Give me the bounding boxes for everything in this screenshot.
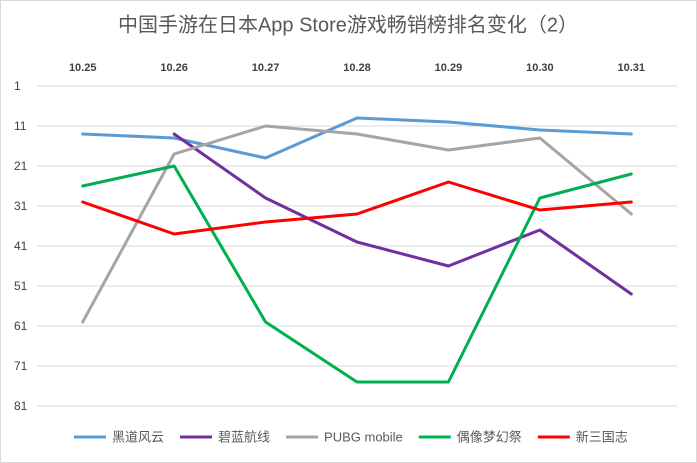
y-tick-label: 11 bbox=[14, 119, 27, 133]
x-tick-label: 10.25 bbox=[69, 62, 97, 74]
series-line bbox=[81, 124, 633, 324]
y-tick-label: 31 bbox=[14, 199, 28, 213]
series-line bbox=[172, 132, 633, 296]
series-line bbox=[81, 116, 633, 160]
x-tick-label: 10.27 bbox=[252, 62, 280, 74]
y-tick-label: 21 bbox=[14, 159, 28, 173]
y-tick-label: 71 bbox=[14, 359, 28, 373]
y-tick-label: 51 bbox=[14, 279, 28, 293]
y-tick-label: 1 bbox=[14, 79, 21, 93]
x-tick-label: 10.28 bbox=[343, 62, 371, 74]
series-line bbox=[81, 164, 633, 384]
legend-label: 偶像梦幻祭 bbox=[457, 429, 522, 444]
legend-label: 碧蓝航线 bbox=[218, 429, 270, 444]
series-line bbox=[81, 180, 633, 236]
legend-label: 黑道风云 bbox=[112, 429, 164, 444]
y-tick-label: 81 bbox=[14, 399, 28, 413]
x-tick-label: 10.29 bbox=[435, 62, 463, 74]
x-tick-label: 10.31 bbox=[618, 62, 646, 74]
chart-title: 中国手游在日本App Store游戏畅销榜排名变化（2） bbox=[118, 13, 578, 36]
y-tick-label: 61 bbox=[14, 319, 28, 333]
y-tick-label: 41 bbox=[14, 239, 28, 253]
x-tick-label: 10.26 bbox=[160, 62, 188, 74]
x-tick-label: 10.30 bbox=[526, 62, 554, 74]
legend-label: 新三国志 bbox=[576, 429, 628, 444]
legend-label: PUBG mobile bbox=[324, 429, 403, 444]
